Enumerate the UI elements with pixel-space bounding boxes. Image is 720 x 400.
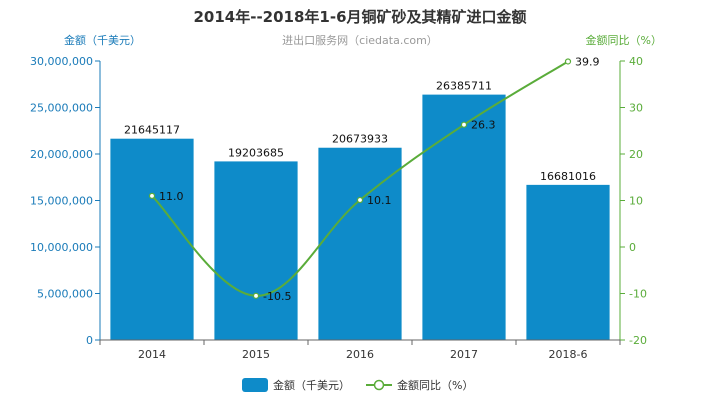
x-tick-label: 2018-6 [549, 348, 588, 361]
bar [526, 184, 610, 340]
bars-layer [110, 94, 610, 340]
chart-subtitle: 进出口服务网（ciedata.com） [282, 33, 438, 47]
y-axis-left-label: 金额（千美元） [64, 33, 141, 47]
y-left-tick-label: 30,000,000 [30, 55, 93, 68]
legend: 金额（千美元） 金额同比（%） [242, 378, 473, 392]
legend-bar-label: 金额（千美元） [273, 378, 350, 392]
y-axis-right-label: 金额同比（%） [586, 33, 662, 47]
bar-data-label: 20673933 [332, 133, 388, 146]
legend-bar-swatch [242, 378, 268, 392]
bar [422, 94, 506, 340]
y-right-tick-label: 20 [629, 148, 643, 161]
y-right-tick-label: 10 [629, 195, 643, 208]
line-data-label: 39.9 [575, 55, 600, 68]
y-right-tick-label: 40 [629, 55, 643, 68]
y-left-tick-label: 25,000,000 [30, 102, 93, 115]
line-point [148, 192, 156, 199]
line-data-label: 26.3 [471, 119, 496, 132]
axes-layer: 0 5,000,000 10,000,000 15,000,000 20,000,000… [30, 55, 647, 361]
x-tick-label: 2015 [242, 348, 270, 361]
bar-data-label: 26385711 [436, 80, 492, 93]
bar-data-label: 21645117 [124, 124, 180, 137]
bar [110, 138, 194, 340]
y-left-tick-label: 0 [86, 334, 93, 347]
bar [214, 161, 298, 340]
legend-line-marker [373, 379, 385, 391]
y-left-tick-label: 5,000,000 [37, 288, 93, 301]
y-right-tick-label: -10 [629, 288, 647, 301]
line-data-label: 10.1 [367, 194, 392, 207]
chart-title: 2014年--2018年1-6月铜矿砂及其精矿进口金额 [193, 8, 526, 26]
y-right-tick-label: -20 [629, 334, 647, 347]
y-left-tick-label: 10,000,000 [30, 241, 93, 254]
line-point [252, 292, 260, 299]
line-data-label: -10.5 [263, 290, 291, 303]
line-point [460, 121, 468, 128]
x-tick-label: 2016 [346, 348, 374, 361]
y-right-tick-label: 30 [629, 102, 643, 115]
bar-data-label: 19203685 [228, 146, 284, 159]
line-point [356, 196, 364, 204]
y-left-tick-label: 20,000,000 [30, 148, 93, 161]
bar-data-label: 16681016 [540, 170, 596, 183]
line-layer [148, 58, 572, 299]
y-left-tick-label: 15,000,000 [30, 195, 93, 208]
x-tick-label: 2017 [450, 348, 478, 361]
labels-layer: 21645117 19203685 20673933 26385711 16681016… [124, 55, 600, 302]
x-tick-label: 2014 [138, 348, 166, 361]
line-data-label: 11.0 [159, 190, 184, 203]
legend-line-label: 金额同比（%） [397, 378, 473, 392]
y-right-tick-label: 0 [629, 241, 636, 254]
line-point [564, 58, 572, 65]
bar [318, 147, 402, 340]
